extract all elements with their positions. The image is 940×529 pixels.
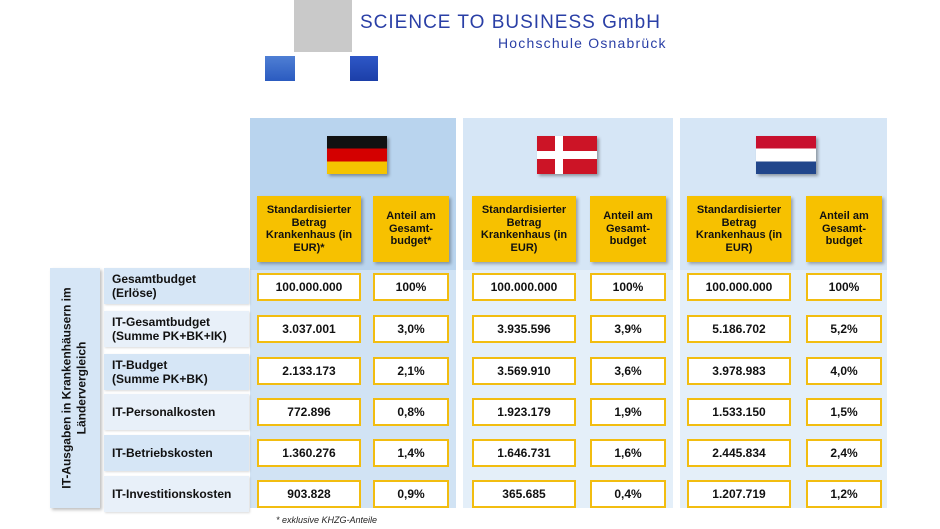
share-cell: 0,8% [373, 398, 449, 426]
value-cell: 5.186.702 [687, 315, 791, 343]
school-name: Hochschule Osnabrück [498, 35, 667, 51]
share-cell: 3,9% [590, 315, 666, 343]
row-label: IT-Budget (Summe PK+BK) [104, 354, 249, 390]
share-cell: 1,2% [806, 480, 882, 508]
row-label: IT-Betriebskosten [104, 435, 249, 471]
value-cell: 1.207.719 [687, 480, 791, 508]
logo-gray-square [294, 0, 352, 52]
row-label: Gesamtbudget (Erlöse) [104, 268, 249, 304]
value-cell: 365.685 [472, 480, 576, 508]
denmark-flag-icon [537, 136, 597, 174]
header-amount-germany: Standardisierter Betrag Krankenhaus (in … [257, 196, 361, 262]
share-cell: 2,1% [373, 357, 449, 385]
row-label: IT-Personalkosten [104, 394, 249, 430]
share-cell: 4,0% [806, 357, 882, 385]
share-cell: 100% [806, 273, 882, 301]
value-cell: 3.935.596 [472, 315, 576, 343]
value-cell: 3.569.910 [472, 357, 576, 385]
value-cell: 100.000.000 [687, 273, 791, 301]
share-cell: 0,4% [590, 480, 666, 508]
share-cell: 1,5% [806, 398, 882, 426]
value-cell: 3.037.001 [257, 315, 361, 343]
value-cell: 772.896 [257, 398, 361, 426]
header-share-germany: Anteil am Gesamt-budget* [373, 196, 449, 262]
header-share-denmark: Anteil am Gesamt-budget [590, 196, 666, 262]
side-label-text: IT-Ausgaben in Krankenhäusern im Länderv… [60, 287, 89, 489]
company-name: SCIENCE TO BUSINESS GmbH [360, 12, 661, 33]
share-cell: 1,6% [590, 439, 666, 467]
value-cell: 2.133.173 [257, 357, 361, 385]
share-cell: 2,4% [806, 439, 882, 467]
share-cell: 1,9% [590, 398, 666, 426]
row-label: IT-Investitionskosten [104, 476, 249, 512]
row-label: IT-Gesamtbudget (Summe PK+BK+IK) [104, 311, 249, 347]
value-cell: 903.828 [257, 480, 361, 508]
share-cell: 100% [373, 273, 449, 301]
value-cell: 3.978.983 [687, 357, 791, 385]
side-label-bar: IT-Ausgaben in Krankenhäusern im Länderv… [50, 268, 100, 508]
value-cell: 100.000.000 [472, 273, 576, 301]
logo-blue-square-right [350, 56, 378, 81]
share-cell: 1,4% [373, 439, 449, 467]
value-cell: 1.533.150 [687, 398, 791, 426]
share-cell: 5,2% [806, 315, 882, 343]
logo-blue-square-left [265, 56, 295, 81]
value-cell: 100.000.000 [257, 273, 361, 301]
germany-flag-icon [327, 136, 387, 174]
footnote: * exklusive KHZG-Anteile [276, 515, 378, 525]
header-amount-denmark: Standardisierter Betrag Krankenhaus (in … [472, 196, 576, 262]
value-cell: 1.923.179 [472, 398, 576, 426]
value-cell: 1.360.276 [257, 439, 361, 467]
header-amount-netherlands: Standardisierter Betrag Krankenhaus (in … [687, 196, 791, 262]
value-cell: 1.646.731 [472, 439, 576, 467]
netherlands-flag-icon [756, 136, 816, 174]
share-cell: 3,6% [590, 357, 666, 385]
share-cell: 0,9% [373, 480, 449, 508]
share-cell: 3,0% [373, 315, 449, 343]
share-cell: 100% [590, 273, 666, 301]
value-cell: 2.445.834 [687, 439, 791, 467]
header-share-netherlands: Anteil am Gesamt-budget [806, 196, 882, 262]
